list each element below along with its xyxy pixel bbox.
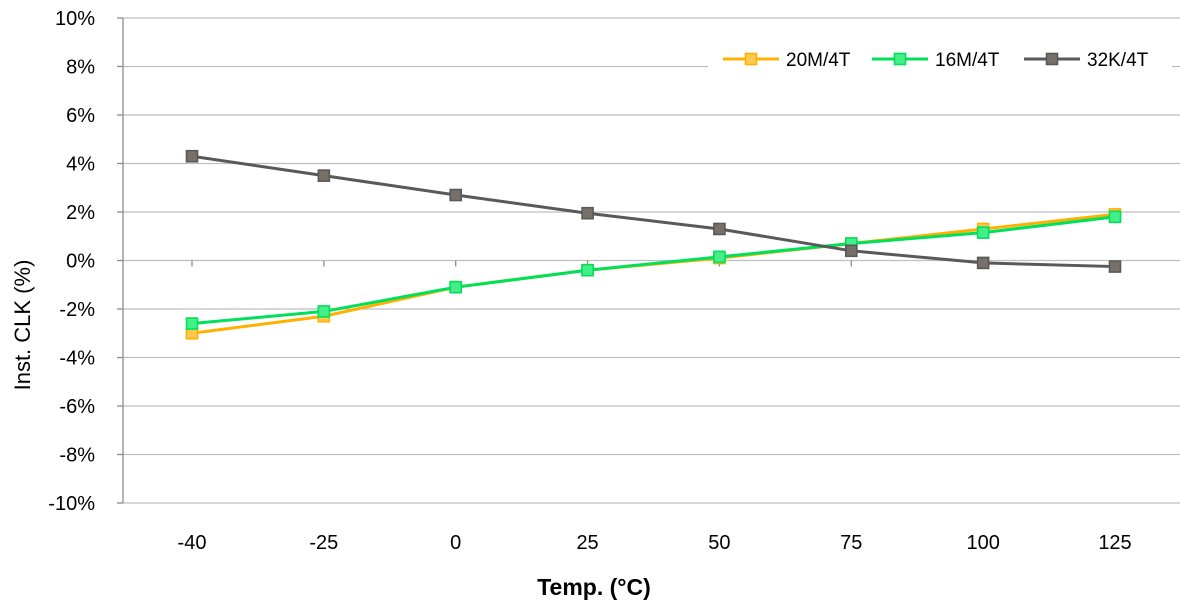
y-tick-label: -6% xyxy=(59,396,95,418)
data-point xyxy=(976,226,990,239)
x-tick-label: 50 xyxy=(708,532,730,554)
data-point xyxy=(449,188,463,202)
data-point xyxy=(713,222,726,236)
gridlines xyxy=(123,17,1180,504)
data-point xyxy=(185,317,199,330)
x-tick-label: -40 xyxy=(178,532,207,554)
data-point xyxy=(317,305,331,318)
x-tick-label: 75 xyxy=(840,532,862,554)
data-point xyxy=(581,263,594,277)
axes xyxy=(117,17,1116,504)
data-point xyxy=(976,256,990,270)
x-axis-title: Temp. (°C) xyxy=(537,574,651,600)
series-line xyxy=(191,215,1116,326)
x-tick-label: 0 xyxy=(450,532,461,554)
legend: 20M/4T 16M/4T 32K/4T xyxy=(708,42,1172,74)
series-lines xyxy=(185,149,1122,340)
y-tick-label: 2% xyxy=(66,202,95,224)
data-point xyxy=(1108,260,1122,273)
y-axis-title: Inst. CLK (%) xyxy=(10,260,35,391)
x-tick-label: 100 xyxy=(966,532,999,554)
tick-labels: 10% 8% 6% 4% 2% 0% -2% -4% -6% -8% -10% -40 -25 0 25 50… xyxy=(48,8,1131,554)
data-point xyxy=(581,206,594,220)
x-tick-label: -25 xyxy=(309,532,338,554)
legend-marker xyxy=(744,52,758,66)
x-tick-label: 25 xyxy=(576,532,598,554)
y-tick-label: 8% xyxy=(66,57,95,79)
legend-label: 32K/4T xyxy=(1087,50,1149,71)
y-tick-label: -2% xyxy=(59,299,95,321)
y-tick-label: -10% xyxy=(48,493,95,515)
legend-label: 20M/4T xyxy=(786,50,851,71)
series-line xyxy=(191,154,1116,269)
data-point xyxy=(844,244,858,258)
data-point xyxy=(449,280,463,294)
data-point xyxy=(185,149,199,163)
y-tick-label: -8% xyxy=(59,445,95,467)
x-tick-label: 125 xyxy=(1098,532,1131,554)
y-tick-label: 10% xyxy=(55,8,95,30)
data-point xyxy=(713,250,726,264)
data-point xyxy=(317,169,331,182)
series-16M/4T xyxy=(185,210,1122,330)
legend-background xyxy=(708,42,1172,74)
legend-label: 16M/4T xyxy=(935,50,1000,71)
y-tick-label: -4% xyxy=(59,348,95,370)
y-tick-label: 0% xyxy=(66,251,95,273)
y-tick-label: 4% xyxy=(66,154,95,176)
legend-marker xyxy=(893,52,907,66)
legend-marker xyxy=(1045,52,1059,66)
y-tick-label: 6% xyxy=(66,105,95,127)
series-32K/4T xyxy=(185,149,1122,273)
data-point xyxy=(1108,210,1122,224)
